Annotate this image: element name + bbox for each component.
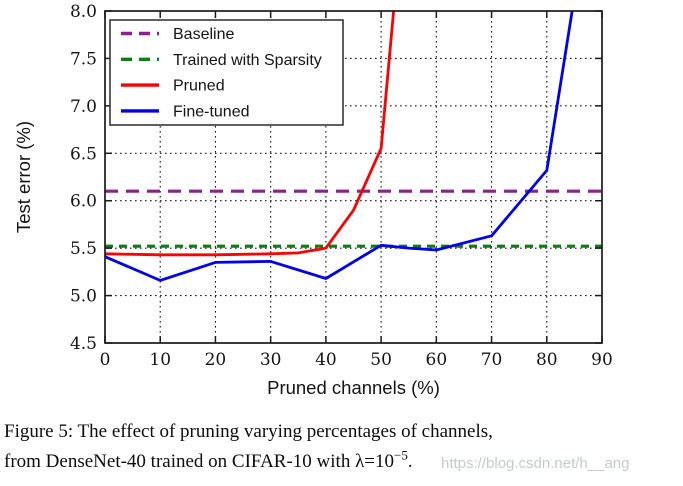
x-tick-label: 90 bbox=[591, 350, 613, 370]
legend-label-trained-with-sparsity: Trained with Sparsity bbox=[173, 52, 322, 69]
y-tick-label: 6.0 bbox=[70, 192, 97, 212]
x-tick-label: 30 bbox=[260, 350, 282, 370]
figure-5-chart: 0 10 20 30 40 50 60 70 80 90 4.5 5.0 5.5 6.0 6.5 7.0 7.5… bbox=[13, 2, 613, 398]
series-line-fine-tuned bbox=[105, 11, 574, 282]
y-tick-label: 4.5 bbox=[70, 334, 97, 354]
legend-label-fine-tuned: Fine-tuned bbox=[173, 103, 250, 120]
plot-border bbox=[104, 10, 603, 344]
x-tick-label: 70 bbox=[481, 350, 503, 370]
x-axis-label: Pruned channels (%) bbox=[267, 377, 440, 398]
x-tick-label: 50 bbox=[370, 350, 392, 370]
y-tick-label: 7.0 bbox=[70, 97, 97, 117]
x-tick-label: 80 bbox=[536, 350, 558, 370]
series-line-pruned bbox=[105, 11, 396, 257]
x-tick-label: 0 bbox=[100, 350, 111, 370]
caption-line-2: from DenseNet-40 trained on CIFAR-10 wit… bbox=[4, 447, 682, 477]
caption-line-1: Figure 5: The effect of pruning varying … bbox=[4, 421, 493, 442]
x-tick-label: 20 bbox=[205, 350, 227, 370]
y-tick-label: 5.0 bbox=[70, 287, 97, 307]
x-tick-label: 40 bbox=[315, 350, 337, 370]
x-tick-label: 60 bbox=[426, 350, 448, 370]
legend-label-pruned: Pruned bbox=[173, 78, 225, 95]
y-tick-label: 5.5 bbox=[70, 239, 97, 259]
x-tick-label: 10 bbox=[149, 350, 171, 370]
legend-label-baseline: Baseline bbox=[173, 26, 234, 43]
y-tick-label: 8.0 bbox=[70, 2, 97, 22]
chart-canvas: 0 10 20 30 40 50 60 70 80 90 4.5 5.0 5.5 6.0 6.5 7.0 7.5… bbox=[13, 2, 613, 398]
legend-box bbox=[109, 19, 344, 126]
caption-period: . bbox=[407, 451, 413, 472]
y-tick-label: 7.5 bbox=[70, 49, 97, 69]
caption-line-2-text: from DenseNet-40 trained on CIFAR-10 wit… bbox=[4, 451, 395, 472]
y-axis-label: Test error (%) bbox=[13, 121, 34, 233]
figure-caption: Figure 5: The effect of pruning varying … bbox=[4, 417, 682, 477]
caption-exponent: −5 bbox=[394, 447, 408, 463]
y-tick-label: 6.5 bbox=[70, 144, 97, 164]
